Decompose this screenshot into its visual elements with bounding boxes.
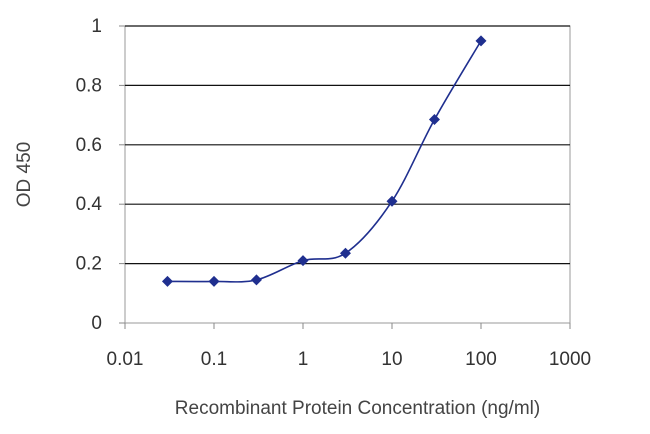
- data-point: [297, 255, 309, 267]
- y-tick-label: 0.6: [76, 135, 102, 156]
- y-tick-label: 0: [91, 313, 102, 334]
- x-tick-label: 0.01: [107, 349, 144, 370]
- y-tick-label: 0.4: [76, 194, 103, 215]
- x-tick-label: 0.1: [201, 349, 227, 370]
- x-tick-label: 100: [465, 349, 497, 370]
- gridlines: [125, 25, 570, 265]
- plot-area: [124, 25, 571, 324]
- x-tick-label: 10: [381, 349, 402, 370]
- data-point: [339, 247, 351, 259]
- y-tick-label: 0.2: [76, 254, 102, 275]
- data-point: [386, 195, 398, 207]
- y-tick-label: 1: [91, 16, 102, 37]
- data-point: [250, 274, 262, 286]
- x-axis-ticks: 0.01 0.1 1 10 100 1000: [107, 323, 591, 370]
- series-group: [161, 35, 487, 287]
- y-tick-label: 0.8: [76, 75, 102, 96]
- y-axis-ticks: 0 0.2 0.4 0.6 0.8 1: [76, 16, 125, 334]
- data-point: [428, 114, 440, 126]
- data-point: [161, 275, 173, 287]
- x-axis-title: Recombinant Protein Concentration (ng/ml…: [175, 398, 540, 419]
- y-axis-title: OD 450: [14, 142, 35, 207]
- x-tick-label: 1: [298, 349, 309, 370]
- x-tick-label: 1000: [549, 349, 591, 370]
- data-point: [475, 35, 487, 47]
- data-point: [208, 275, 220, 287]
